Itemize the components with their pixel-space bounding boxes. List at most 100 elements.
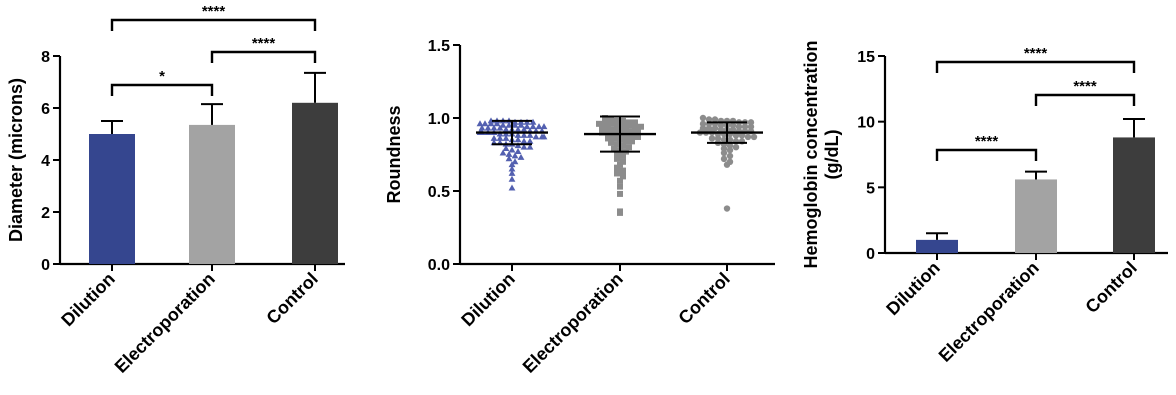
data-point	[599, 125, 605, 132]
data-point	[726, 136, 734, 144]
data-point	[635, 128, 641, 135]
y-axis-label: Diameter (microns)	[6, 78, 26, 242]
x-tick-label: Electroporation	[519, 269, 627, 377]
data-point	[529, 118, 537, 125]
significance-label: ****	[1073, 78, 1097, 95]
data-point	[620, 173, 626, 180]
data-point	[705, 116, 713, 123]
significance-label: ****	[1024, 45, 1048, 62]
data-point	[526, 131, 534, 138]
data-point	[629, 128, 635, 135]
data-point	[720, 136, 728, 144]
y-tick-label: 0.0	[428, 257, 450, 274]
data-point	[520, 131, 528, 138]
data-point	[502, 134, 510, 141]
data-point	[505, 150, 513, 157]
data-point	[632, 119, 638, 126]
significance-label: *	[159, 68, 165, 85]
data-point	[626, 122, 632, 129]
y-axis-label: Hemoglobin concentration	[801, 40, 821, 268]
significance-bracket	[1034, 93, 1136, 106]
data-point	[735, 123, 743, 130]
data-point	[720, 155, 728, 163]
data-point	[723, 161, 731, 168]
y-tick-label: 8	[41, 49, 50, 66]
data-point	[611, 135, 617, 142]
data-point	[508, 175, 516, 182]
data-point	[520, 143, 528, 150]
data-point	[623, 126, 629, 133]
x-tick-label: Control	[262, 269, 321, 328]
y-tick-label: 0.5	[428, 184, 450, 201]
data-point	[514, 126, 522, 133]
data-point	[526, 143, 534, 150]
data-point	[514, 131, 522, 138]
data-point	[614, 170, 620, 177]
data-point	[505, 121, 513, 128]
data-point	[481, 120, 489, 127]
data-point	[626, 144, 632, 151]
data-point	[529, 123, 537, 130]
data-point	[605, 135, 611, 142]
data-point	[617, 209, 623, 216]
data-point	[608, 139, 614, 146]
data-point	[508, 165, 516, 172]
data-point	[617, 177, 623, 184]
y-tick-label: 2	[41, 205, 50, 222]
y-tick-label: 10	[857, 115, 875, 132]
data-point	[596, 120, 602, 127]
data-point	[508, 161, 516, 168]
y-tick-label: 15	[857, 49, 875, 66]
data-point	[514, 147, 522, 154]
data-point	[620, 142, 626, 149]
data-point	[738, 132, 746, 139]
y-tick-label: 5	[866, 180, 875, 197]
data-point	[699, 120, 707, 128]
bar	[916, 239, 958, 253]
data-point	[623, 138, 629, 145]
x-tick-label: Electroporation	[935, 258, 1043, 366]
data-point	[496, 134, 504, 141]
x-tick-label: Control	[674, 269, 733, 328]
data-point	[490, 134, 498, 141]
data-point	[493, 120, 501, 127]
y-axis-label: Roundness	[384, 105, 404, 203]
x-tick-label: Dilution	[57, 269, 119, 331]
data-point	[540, 123, 548, 130]
data-point	[620, 117, 626, 124]
data-point	[505, 155, 513, 162]
significance-bracket	[935, 148, 1038, 161]
data-point	[478, 124, 486, 131]
data-point	[608, 116, 614, 123]
data-point	[611, 145, 617, 152]
data-point	[714, 135, 722, 142]
x-tick-label: Dilution	[882, 258, 944, 320]
significance-bracket	[110, 83, 214, 96]
data-point	[535, 123, 543, 130]
data-point	[723, 205, 731, 212]
y-tick-label: 4	[41, 153, 50, 170]
data-point	[741, 123, 749, 130]
y-axis-label: (g/dL)	[822, 130, 842, 180]
data-point	[732, 132, 740, 139]
data-point	[511, 121, 519, 128]
data-point	[476, 120, 484, 127]
data-point	[490, 124, 498, 131]
significance-bracket	[210, 50, 317, 63]
data-point	[629, 132, 635, 139]
data-point	[602, 115, 608, 121]
data-point	[614, 141, 620, 148]
data-point	[614, 122, 620, 129]
data-point	[614, 117, 620, 124]
data-point	[635, 133, 641, 140]
significance-label: ****	[202, 3, 226, 20]
bar	[292, 102, 338, 264]
data-point	[496, 124, 504, 131]
significance-bracket	[110, 18, 317, 31]
data-point	[523, 123, 531, 130]
data-point	[699, 114, 707, 122]
data-point	[750, 133, 758, 141]
